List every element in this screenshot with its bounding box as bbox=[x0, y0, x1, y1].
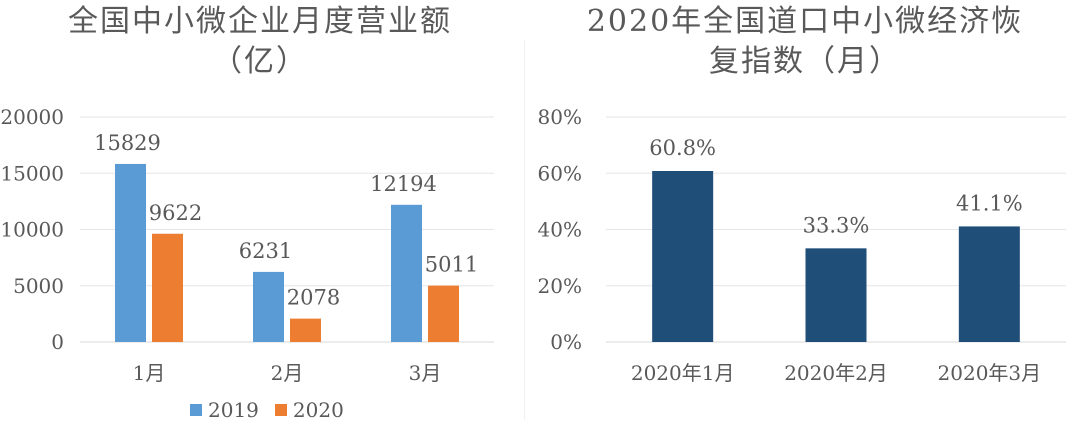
bar bbox=[805, 248, 867, 342]
revenue-chart-legend: 2019 2020 bbox=[190, 398, 344, 422]
bar bbox=[152, 233, 183, 342]
y-tick-label: 60% bbox=[538, 161, 582, 185]
recovery-chart-title: 2020年全国道口中小微经济恢 复指数（月） bbox=[530, 2, 1080, 82]
x-tick-label: 2月 bbox=[271, 361, 304, 385]
data-label: 5011 bbox=[425, 253, 478, 277]
legend-swatch-2019 bbox=[190, 404, 202, 416]
bar bbox=[290, 318, 321, 342]
x-tick-label: 2020年3月 bbox=[938, 361, 1042, 385]
recovery-bar-chart: 0% 20% 40% 60% 80% 60.8% 2020年1月 33.3% 2020年2月 41… bbox=[538, 105, 1066, 385]
revenue-chart-panel: 全国中小微企业月度营业额 （亿） 0 5000 10000 15000 20000 158… bbox=[0, 0, 520, 432]
legend-item-2019: 2019 bbox=[190, 398, 259, 422]
bar bbox=[253, 271, 284, 342]
legend-swatch-2020 bbox=[274, 404, 287, 416]
y-tick-label: 5000 bbox=[13, 274, 64, 298]
y-tick-label: 40% bbox=[538, 218, 582, 242]
bar bbox=[652, 171, 714, 342]
x-tick-label: 2020年1月 bbox=[631, 361, 735, 385]
recovery-index-chart-panel: 2020年全国道口中小微经济恢 复指数（月） 0% 20% 40% 60% 80% 60.… bbox=[530, 0, 1080, 432]
data-label: 60.8% bbox=[649, 136, 716, 160]
recovery-title-line-2: 复指数（月） bbox=[709, 44, 901, 79]
recovery-title-line-1: 2020年全国道口中小微经济恢 bbox=[586, 4, 1024, 39]
y-tick-label: 20% bbox=[538, 274, 582, 298]
bar bbox=[958, 226, 1020, 342]
x-tick-label: 3月 bbox=[409, 361, 442, 385]
y-tick-label: 15000 bbox=[0, 161, 64, 185]
bar bbox=[428, 285, 459, 342]
bar bbox=[391, 204, 422, 342]
x-tick-label: 1月 bbox=[133, 361, 166, 385]
y-tick-label: 20000 bbox=[0, 105, 64, 129]
data-label: 15829 bbox=[94, 131, 161, 155]
panel-divider bbox=[524, 40, 525, 420]
data-label: 41.1% bbox=[956, 191, 1023, 215]
revenue-bar-chart: 0 5000 10000 15000 20000 15829 9622 1月 6231 2078 2… bbox=[0, 105, 494, 385]
revenue-title-line-1: 全国中小微企业月度营业额 bbox=[68, 4, 452, 39]
legend-item-2020: 2020 bbox=[274, 398, 344, 422]
bar bbox=[115, 163, 146, 342]
revenue-title-line-2: （亿） bbox=[212, 44, 308, 79]
data-label: 9622 bbox=[149, 201, 202, 225]
data-label: 6231 bbox=[239, 239, 292, 263]
data-label: 12194 bbox=[370, 172, 437, 196]
y-tick-label: 80% bbox=[538, 105, 582, 129]
legend-label-2020: 2020 bbox=[292, 398, 344, 422]
y-tick-label: 10000 bbox=[0, 218, 64, 242]
data-label: 33.3% bbox=[803, 213, 870, 237]
data-label: 2078 bbox=[287, 286, 340, 310]
revenue-chart-title: 全国中小微企业月度营业额 （亿） bbox=[0, 2, 520, 82]
legend-label-2019: 2019 bbox=[208, 398, 259, 422]
y-tick-label: 0% bbox=[550, 330, 582, 354]
x-tick-label: 2020年2月 bbox=[784, 361, 888, 385]
y-tick-label: 0 bbox=[51, 330, 64, 354]
